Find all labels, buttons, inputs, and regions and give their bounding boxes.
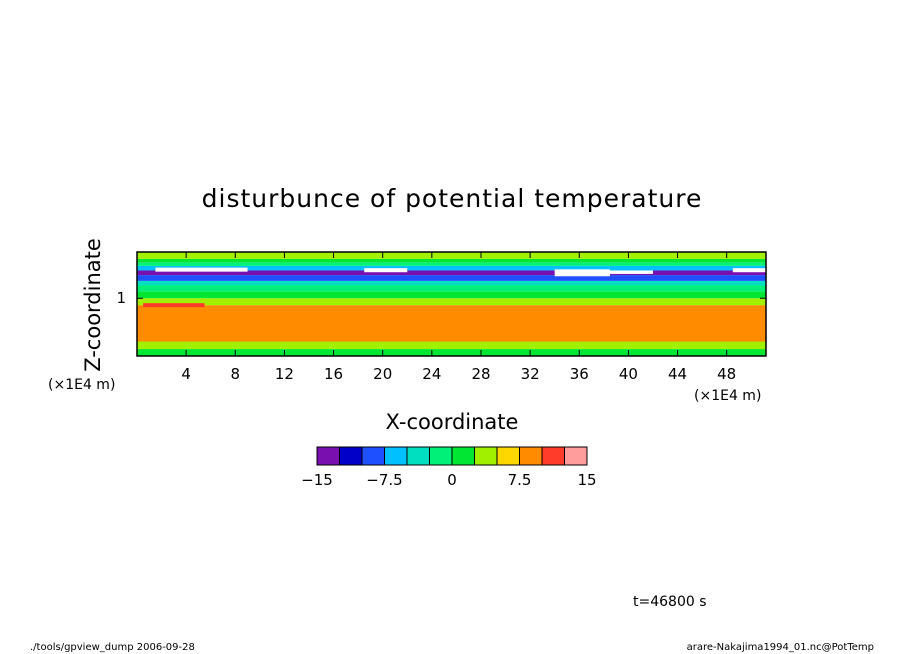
field-layer-5 [137,285,766,292]
x-tick-label: 4 [181,365,191,383]
hot-spot [143,303,205,308]
y-tick-label: 1 [116,289,126,307]
x-tick-label: 12 [275,365,294,383]
x-tick-label: 44 [668,365,687,383]
colorbar-label: 7.5 [508,471,532,489]
y-axis-title: Z-coordinate [81,238,105,372]
footer-left: ./tools/gpview_dump 2006-09-28 [30,642,195,653]
white-patch-2 [554,269,610,277]
colorbar-label: 0 [447,471,457,489]
x-tick-label: 16 [324,365,343,383]
x-tick-label: 20 [373,365,392,383]
colorbar-swatch [519,446,543,466]
white-patch-4 [732,268,766,273]
x-axis: 4 8 12 16 20 24 28 32 36 40 44 48 [181,252,736,383]
field-layer-11 [137,258,766,263]
time-label: t=46800 s [633,594,707,610]
x-unit-label: (×1E4 m) [694,388,761,404]
white-patch-3 [609,270,653,274]
field-layer-6 [137,280,766,286]
colorbar-label: −15 [301,471,333,489]
plot-frame [136,251,767,357]
x-tick-label: 40 [619,365,638,383]
x-tick-label: 32 [521,365,540,383]
white-patch-0 [155,267,248,272]
colorbar-swatch [496,446,520,466]
field-layer-9 [137,265,766,271]
y-axis: 1 [116,289,766,307]
colorbar-label: −7.5 [366,471,402,489]
field-layer-12 [137,252,766,259]
colorbar-swatch [474,446,498,466]
x-axis-title: X-coordinate [386,410,519,434]
colorbar-swatch [451,446,475,466]
colorbar-swatch [361,446,385,466]
field-layer-4 [137,291,766,299]
field-layer-1 [137,341,766,350]
x-tick-label: 48 [717,365,736,383]
footer-right: arare-Nakajima1994_01.nc@PotTemp [687,642,874,653]
y-unit-label: (×1E4 m) [48,377,115,393]
field-layer-7 [137,275,766,281]
field-layer-10 [137,262,766,266]
colorbar-swatch [339,446,363,466]
x-tick-label: 24 [422,365,441,383]
colorbar-swatch [541,446,565,466]
colorbar-swatch [384,446,408,466]
chart-title: disturbunce of potential temperature [202,184,703,213]
field-layer-8 [137,270,766,276]
x-tick-label: 36 [570,365,589,383]
white-patch-1 [364,268,408,273]
field-layer-0 [137,349,766,356]
colorbar-swatch [429,446,453,466]
colorbar-swatch [406,446,430,466]
field-layer-3 [137,298,766,306]
field-layer-2 [137,305,766,342]
colorbar-swatch [564,446,588,466]
colorbar-swatch [316,446,340,466]
colorbar-labels: −15 −7.5 0 7.5 15 [301,471,596,489]
x-tick-label: 8 [231,365,241,383]
colorbar [316,446,588,466]
heatmap-field [137,252,766,356]
colorbar-label: 15 [577,471,596,489]
x-tick-label: 28 [471,365,490,383]
